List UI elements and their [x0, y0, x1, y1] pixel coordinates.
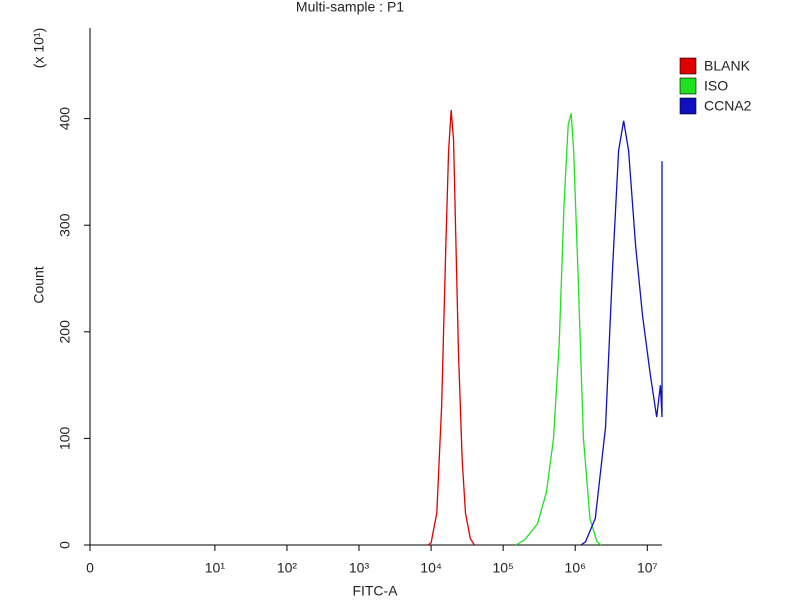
legend-swatch	[679, 97, 697, 115]
y-tick-label: 0	[57, 541, 73, 549]
y-tick-label: 300	[57, 213, 73, 237]
chart-title: Multi-sample : P1	[296, 0, 404, 15]
histogram-curve	[515, 113, 602, 546]
histogram-curve	[427, 110, 476, 546]
y-axis-label: Count	[31, 266, 47, 303]
y-tick-label: 400	[57, 107, 73, 131]
legend-swatch	[679, 77, 697, 95]
x-tick-label: 10⁵	[492, 560, 513, 576]
y-tick-label: 200	[57, 320, 73, 344]
x-tick-label: 0	[86, 560, 94, 576]
x-tick-label: 10⁷	[637, 560, 658, 576]
x-tick-label: 10⁶	[565, 560, 586, 576]
y-multiplier: (x 10¹)	[31, 28, 47, 68]
x-tick-label: 10⁴	[420, 560, 442, 576]
legend-label: ISO	[704, 78, 728, 94]
legend-swatch	[679, 57, 697, 75]
x-tick-label: 10²	[277, 560, 298, 576]
histogram-curve	[580, 120, 663, 546]
x-tick-label: 10¹	[205, 560, 226, 576]
x-axis-label: FITC-A	[352, 583, 398, 599]
legend-label: CCNA2	[704, 98, 752, 114]
y-tick-label: 100	[57, 427, 73, 451]
x-tick-label: 10³	[349, 560, 370, 576]
legend-label: BLANK	[704, 58, 751, 74]
